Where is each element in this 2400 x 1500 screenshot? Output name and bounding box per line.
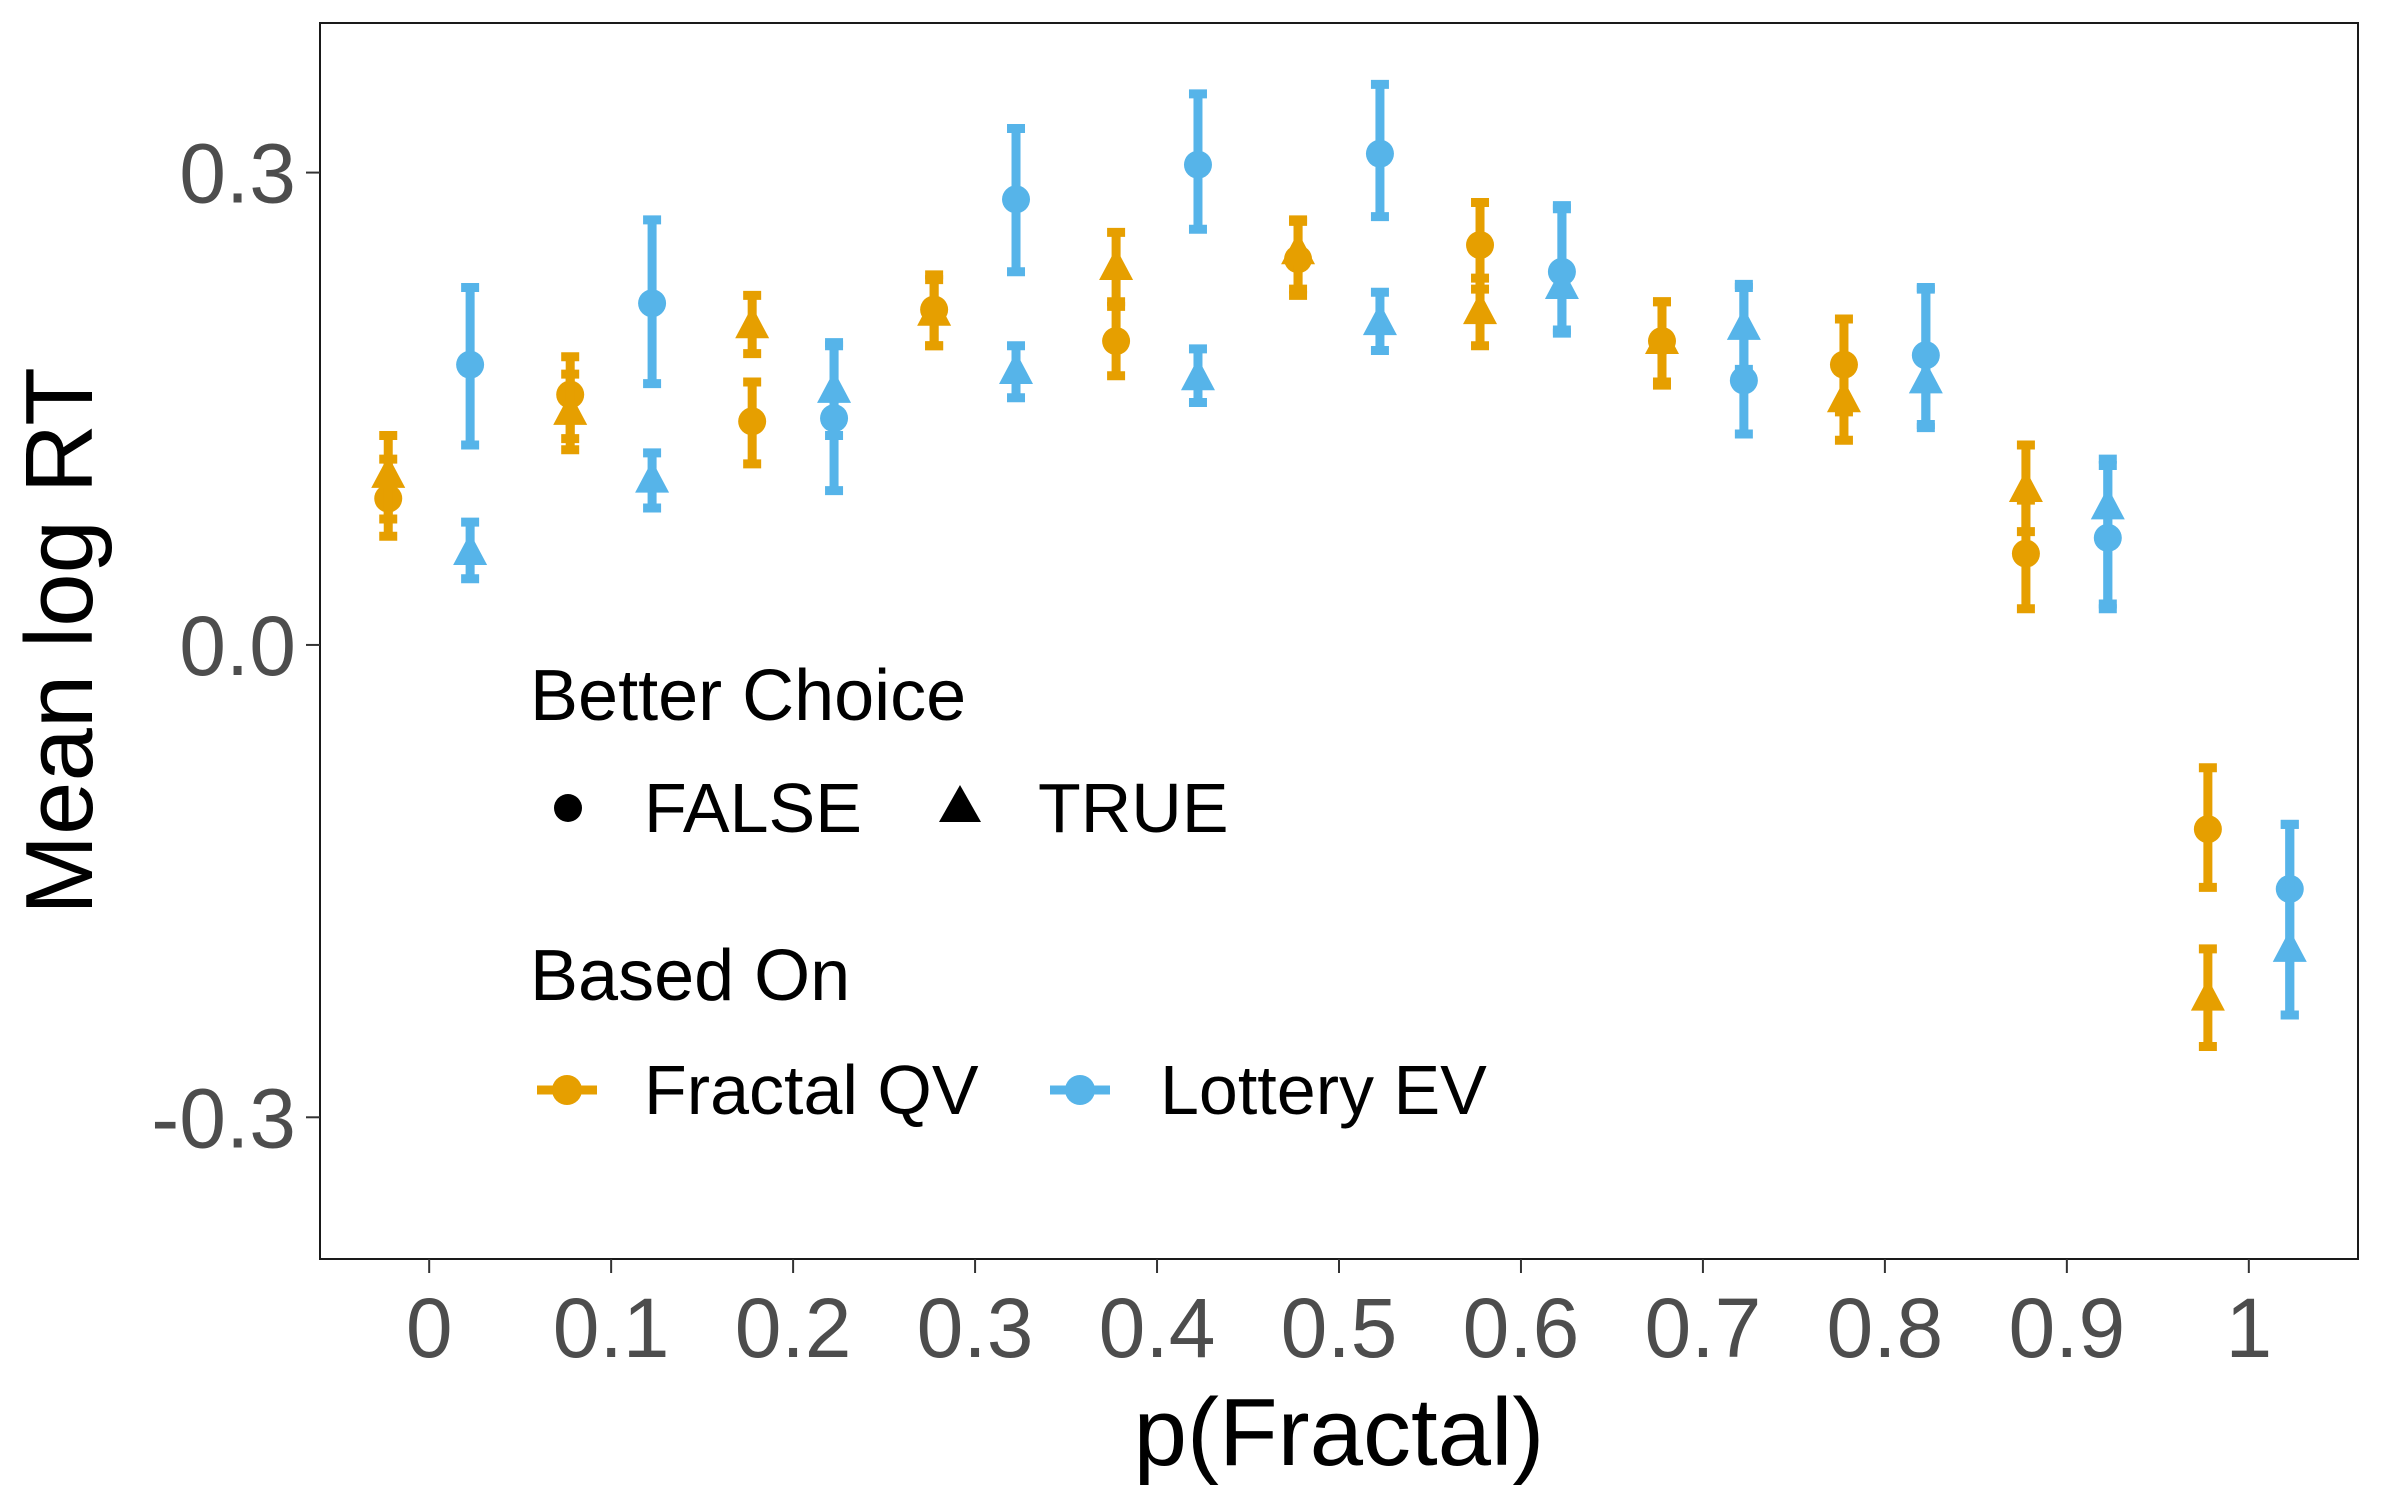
legend-key-circle xyxy=(554,794,582,822)
data-point-triangle xyxy=(999,351,1034,384)
data-point-triangle xyxy=(1099,248,1134,281)
legend-key-fractal-qv xyxy=(537,1075,597,1105)
plot-panel xyxy=(319,22,2359,1260)
legend-color-title: Based On xyxy=(530,936,850,1016)
data-point-triangle xyxy=(1180,358,1215,391)
series-lottery-ev-true xyxy=(453,201,2307,1020)
data-point-triangle xyxy=(453,533,488,566)
x-tick-label: 0.4 xyxy=(1099,1281,1216,1375)
x-tick-label: 0.2 xyxy=(735,1281,852,1375)
data-point-triangle xyxy=(1908,361,1943,394)
data-point-triangle xyxy=(1281,232,1316,265)
legend: Better Choice FALSE TRUE Based On Fracta… xyxy=(530,656,1487,1129)
data-point-triangle xyxy=(2008,470,2043,503)
y-tick-label: 0.0 xyxy=(179,599,296,693)
data-point-circle xyxy=(1102,327,1131,356)
data-point-triangle xyxy=(1362,303,1397,336)
y-axis-title: Mean log RT xyxy=(6,367,113,915)
x-tick-label: 0.1 xyxy=(553,1281,670,1375)
data-point-triangle xyxy=(917,293,952,326)
x-tick-label: 0.7 xyxy=(1645,1281,1762,1375)
y-tick-label: 0.3 xyxy=(179,127,296,221)
x-axis-title: p(Fractal) xyxy=(1134,1379,1545,1486)
data-point-circle xyxy=(1365,139,1394,168)
x-tick-label: 1 xyxy=(2225,1281,2272,1375)
data-point-triangle xyxy=(817,370,852,403)
x-tick-label: 0.9 xyxy=(2008,1281,2125,1375)
error-bar xyxy=(2280,819,2299,1020)
data-point-circle xyxy=(1002,185,1031,214)
data-point-circle xyxy=(456,350,485,379)
data-point-triangle xyxy=(635,460,670,493)
data-point-triangle xyxy=(553,392,588,425)
data-point-triangle xyxy=(1826,380,1861,413)
legend-key-triangle xyxy=(939,785,981,822)
data-point-circle xyxy=(638,289,667,318)
data-point-triangle xyxy=(1544,266,1579,299)
data-point-triangle xyxy=(2090,487,2125,520)
legend-label-false: FALSE xyxy=(644,769,862,847)
x-tick-label: 0.8 xyxy=(1827,1281,1944,1375)
data-point-triangle xyxy=(2190,978,2225,1011)
legend-label-true: TRUE xyxy=(1038,769,1229,847)
data-point-circle xyxy=(1466,231,1495,260)
data-point-circle xyxy=(738,407,767,436)
y-axis: 0.3 0.0 -0.3 xyxy=(151,127,320,1165)
data-point-triangle xyxy=(371,455,406,488)
legend-label-lottery-ev: Lottery EV xyxy=(1160,1051,1487,1129)
data-marks xyxy=(371,79,2307,1051)
data-point-triangle xyxy=(2272,929,2307,962)
x-tick-label: 0.5 xyxy=(1281,1281,1398,1375)
data-point-triangle xyxy=(1644,322,1679,355)
error-bar xyxy=(2098,454,2117,609)
x-tick-label: 0.6 xyxy=(1463,1281,1580,1375)
legend-key-lottery-ev xyxy=(1050,1075,1110,1105)
series-fractal-qv-true xyxy=(371,215,2225,1051)
x-tick-label: 0 xyxy=(406,1281,453,1375)
data-point-triangle xyxy=(735,306,770,339)
legend-label-fractal-qv: Fractal QV xyxy=(644,1051,979,1129)
data-point-circle xyxy=(2193,815,2222,844)
x-tick-label: 0.3 xyxy=(917,1281,1034,1375)
error-bar xyxy=(1916,283,1935,433)
data-point-triangle xyxy=(1463,292,1498,325)
data-point-triangle xyxy=(1726,307,1761,340)
legend-shape-title: Better Choice xyxy=(530,656,966,736)
x-axis: 0 0.1 0.2 0.3 0.4 0.5 0.6 0.7 0.8 0.9 1 xyxy=(406,1259,2272,1375)
data-point-circle xyxy=(1183,150,1212,179)
y-tick-label: -0.3 xyxy=(151,1071,296,1165)
data-point-circle xyxy=(2011,539,2040,568)
